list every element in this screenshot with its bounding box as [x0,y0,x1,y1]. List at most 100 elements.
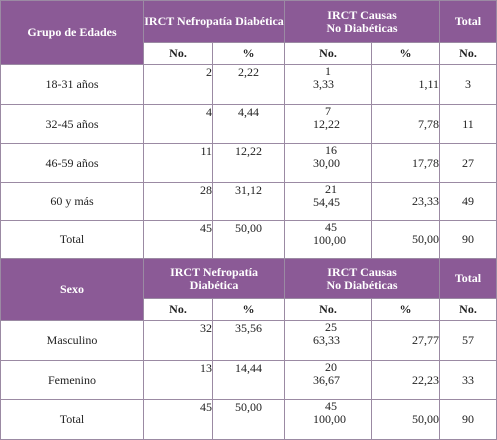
non-diabetic-header-line2: No Diabéticas [326,20,398,35]
diabetic-count: 4 [143,104,213,144]
section2-header-row: Sexo IRCT Nefropatía Diabética IRCT Causa… [0,258,497,321]
diabetic-percent: 14,44 [211,360,286,400]
diabetic-count: 45 [143,220,213,259]
non-diabetic-percent: 7,78 [371,104,441,144]
diabetic-count: 13 [143,360,213,400]
section1-header-row: Grupo de Edades IRCT Nefropatía Diabétic… [0,0,497,65]
non-diabetic-count-cell: 16 30,00 [284,143,373,183]
section1-subheader-row: No. % No. % No. [1,42,497,65]
table-row: 32-45 años 4 4,44 7 12,22 7,78 11 [0,104,497,144]
diabetic-header: IRCT Nefropatía Diabética [142,0,286,43]
non-diabetic-count: 7 [325,104,332,118]
subheader-pct: % [211,298,286,321]
non-diabetic-count-cell: 20 36,67 [284,360,373,400]
row-total: 90 [439,220,497,259]
non-diabetic-count-cell: 7 12,22 [284,104,373,144]
diabetic-count: 2 [143,64,213,105]
age-group-header: Grupo de Edades [0,0,144,65]
non-diabetic-extra: 100,00 [313,412,347,426]
row-label: 46-59 años [0,143,144,183]
non-diabetic-count-cell: 21 54,45 [284,182,373,221]
non-diabetic-extra: 54,45 [313,195,341,209]
non-diabetic-percent: 22,23 [371,360,441,400]
row-label: 60 y más [0,182,144,221]
subheader-no: No. [284,42,373,65]
non-diabetic-percent: 1,11 [371,64,441,105]
row-label: Femenino [0,360,144,400]
subheader-no: No. [284,298,373,321]
non-diabetic-extra: 100,00 [313,233,347,247]
diabetic-percent: 4,44 [211,104,286,144]
row-total: 49 [439,182,497,221]
diabetic-count: 32 [143,320,213,361]
non-diabetic-percent: 17,78 [371,143,441,183]
row-total: 90 [439,399,497,440]
non-diabetic-count-cell: 45 100,00 [284,220,373,259]
diabetic-header: IRCT Nefropatía Diabética [142,258,286,299]
total-header: Total [439,0,497,43]
non-diabetic-count-cell: 45 100,00 [284,399,373,440]
row-label: Total [0,399,144,440]
non-diabetic-count: 20 [325,360,338,374]
section2-subheader-row: No. % No. % No. [1,298,497,321]
non-diabetic-count: 21 [325,182,338,196]
diabetic-percent: 31,12 [211,182,286,221]
table-row: 18-31 años 2 2,22 1 3,33 1,11 3 [0,64,497,105]
non-diabetic-count: 25 [325,320,338,334]
row-total: 11 [439,104,497,144]
non-diabetic-extra: 3,33 [313,77,335,91]
row-total: 57 [439,320,497,361]
subheader-pct: % [371,298,441,321]
non-diabetic-count-cell: 25 63,33 [284,320,373,361]
row-total: 33 [439,360,497,400]
non-diabetic-header-line2: No Diabéticas [326,277,398,292]
non-diabetic-extra: 30,00 [313,156,341,170]
table-row: 60 y más 28 31,12 21 54,45 23,33 49 [0,182,497,221]
non-diabetic-extra: 36,67 [313,373,341,387]
total-header: Total [439,258,497,299]
subheader-no: No. [143,42,213,65]
non-diabetic-header-line1: IRCT Causas [327,264,397,279]
table-row: Femenino 13 14,44 20 36,67 22,23 33 [0,360,497,400]
non-diabetic-count: 16 [325,143,338,157]
diabetic-count: 45 [143,399,213,440]
non-diabetic-header-line1: IRCT Causas [327,7,397,22]
subheader-no: No. [439,42,497,65]
table-row: Total 45 50,00 45 100,00 50,00 90 [0,220,497,259]
row-total: 27 [439,143,497,183]
row-label: Total [0,220,144,259]
table-row: 46-59 años 11 12,22 16 30,00 17,78 27 [0,143,497,183]
non-diabetic-percent: 27,77 [371,320,441,361]
diabetic-percent: 2,22 [211,64,286,105]
non-diabetic-count: 45 [325,399,338,413]
non-diabetic-percent: 23,33 [371,182,441,221]
diabetic-percent: 50,00 [211,399,286,440]
row-label: Masculino [0,320,144,361]
non-diabetic-count: 1 [325,64,332,78]
non-diabetic-header: IRCT Causas No Diabéticas [284,0,441,43]
diabetic-header-line2: Diabética [189,277,239,292]
sex-header: Sexo [0,258,144,321]
non-diabetic-percent: 50,00 [371,399,441,440]
non-diabetic-count: 45 [325,220,338,234]
row-total: 3 [439,64,497,105]
row-label: 32-45 años [0,104,144,144]
non-diabetic-extra: 12,22 [313,117,341,131]
diabetic-header-text: IRCT Nefropatía Diabética [144,14,284,28]
subheader-no: No. [143,298,213,321]
diabetic-count: 28 [143,182,213,221]
non-diabetic-count-cell: 1 3,33 [284,64,373,105]
diabetic-percent: 35,56 [211,320,286,361]
row-label: 18-31 años [0,64,144,105]
diabetic-header-line1: IRCT Nefropatía [170,264,258,279]
table-row: Total 45 50,00 45 100,00 50,00 90 [0,399,497,440]
diabetic-percent: 12,22 [211,143,286,183]
table-row: Masculino 32 35,56 25 63,33 27,77 57 [0,320,497,361]
non-diabetic-percent: 50,00 [371,220,441,259]
non-diabetic-header: IRCT Causas No Diabéticas [284,258,441,299]
subheader-pct: % [211,42,286,65]
subheader-pct: % [371,42,441,65]
subheader-no: No. [439,298,497,321]
diabetic-percent: 50,00 [211,220,286,259]
